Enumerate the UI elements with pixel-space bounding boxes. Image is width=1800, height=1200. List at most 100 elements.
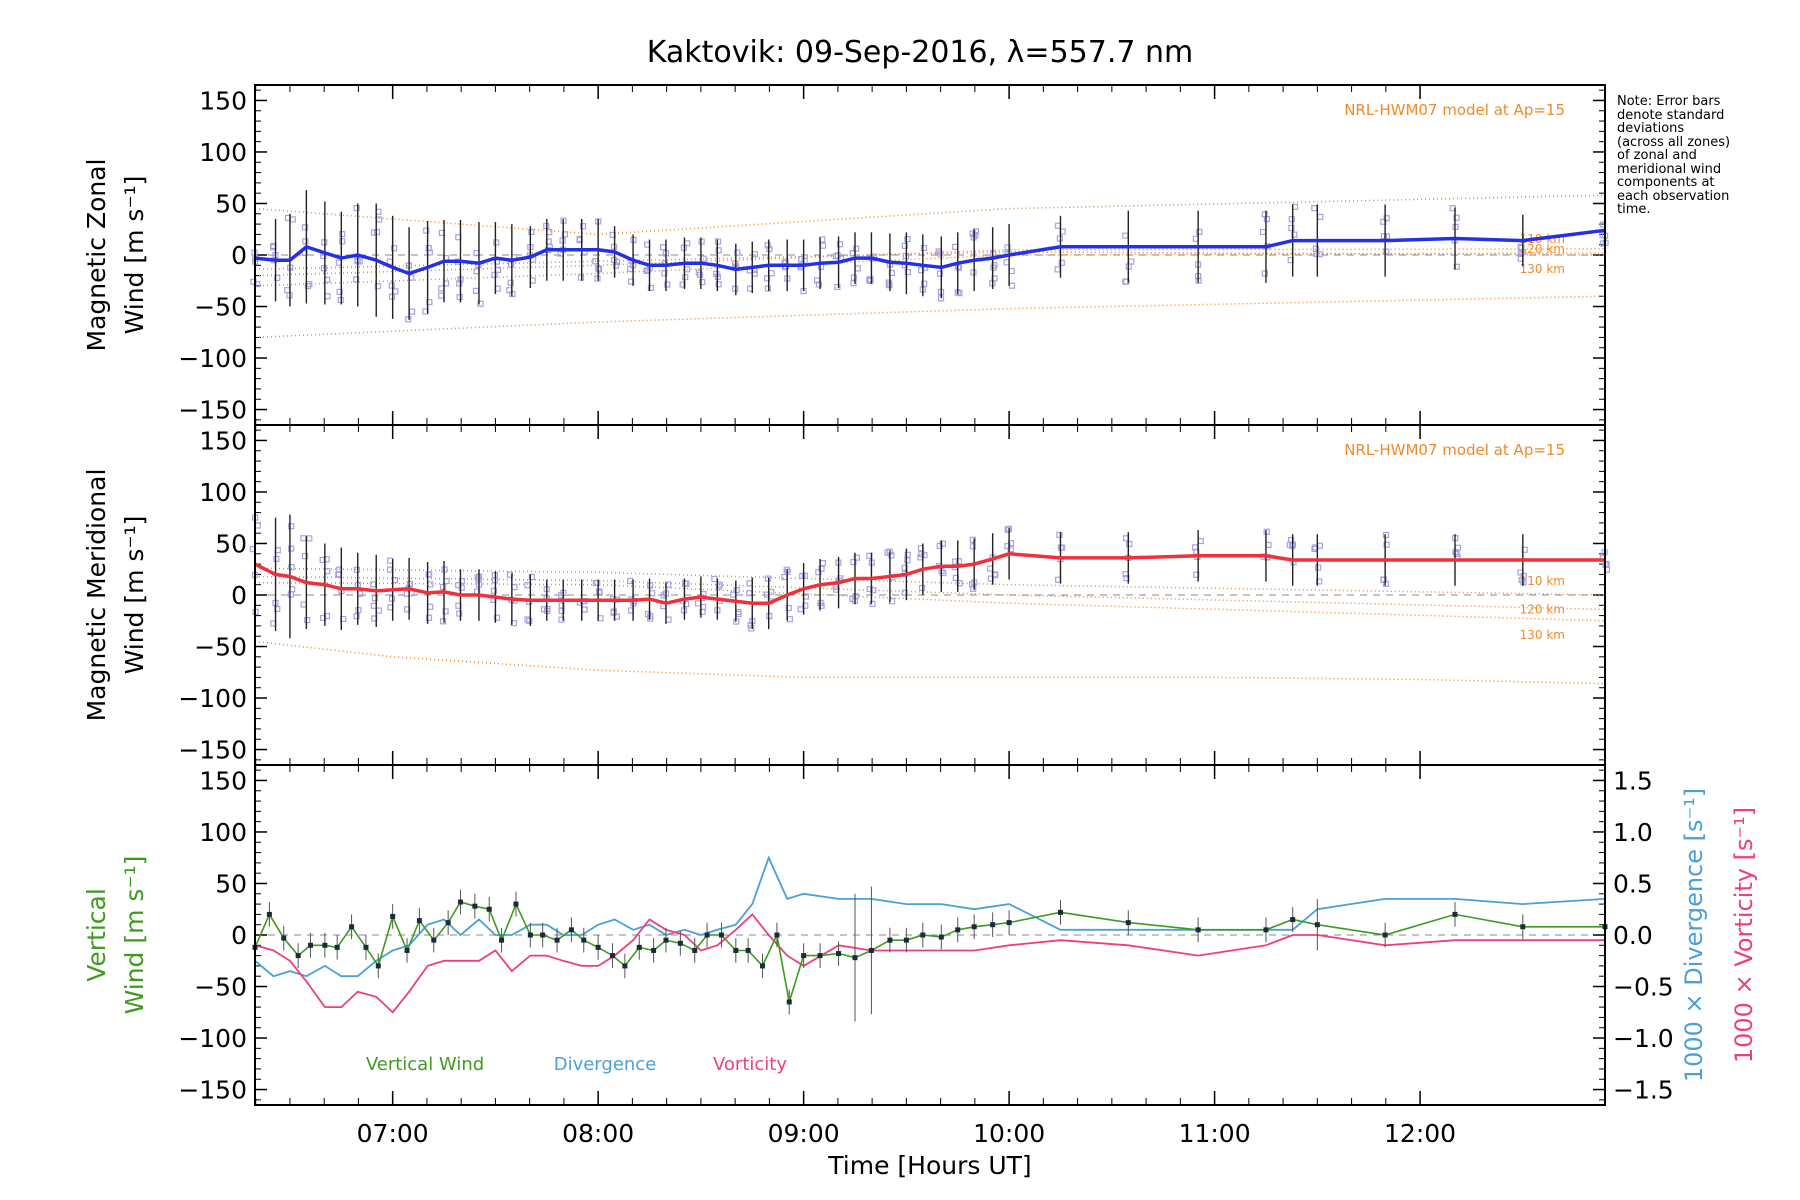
vertical-wind-point	[868, 947, 874, 953]
zone-sample-marker	[274, 274, 281, 282]
zone-sample-marker	[660, 244, 667, 251]
x-tick-label: 11:00	[1179, 1119, 1251, 1148]
zone-sample-marker	[405, 316, 412, 323]
vertical-wind-point	[704, 932, 710, 938]
zone-sample-marker	[901, 589, 908, 596]
vertical-wind-point	[760, 963, 766, 969]
zone-sample-marker	[937, 250, 944, 257]
zone-sample-marker	[274, 605, 281, 613]
zone-sample-marker	[679, 281, 686, 288]
zone-sample-marker	[711, 575, 718, 583]
y-tick-label: 100	[199, 478, 247, 507]
zone-sample-marker	[456, 610, 463, 617]
zone-sample-marker	[1311, 205, 1318, 212]
vertical-wind-point	[903, 937, 909, 943]
vertical-wind-point	[527, 932, 533, 938]
zone-sample-marker	[1288, 536, 1295, 544]
zone-sample-marker	[748, 625, 755, 632]
y-tick-label: 150	[199, 766, 247, 795]
zone-sample-marker	[682, 274, 689, 281]
zone-sample-marker	[815, 281, 823, 288]
zone-sample-marker	[304, 282, 312, 290]
zone-sample-marker	[425, 245, 432, 252]
zone-sample-marker	[375, 607, 383, 614]
zone-sample-marker	[528, 573, 535, 581]
vertical-wind-point	[887, 937, 893, 943]
zone-sample-marker	[442, 608, 449, 615]
vertical-wind-point	[745, 947, 751, 953]
zone-sample-marker	[1058, 544, 1066, 551]
zone-sample-marker	[474, 574, 481, 581]
zone-sample-marker	[1383, 215, 1390, 222]
vertical-wind-point	[1382, 932, 1388, 938]
zone-sample-marker	[373, 229, 381, 236]
y-axis-title: Magnetic Meridional Wind [m s⁻¹]	[82, 469, 149, 722]
zone-sample-marker	[952, 243, 959, 250]
zone-sample-marker	[493, 614, 501, 621]
zone-sample-marker	[1383, 541, 1390, 548]
zone-sample-marker	[1291, 231, 1298, 238]
zone-sample-marker	[595, 266, 603, 273]
zone-sample-marker	[699, 278, 706, 286]
zone-sample-marker	[1288, 216, 1295, 223]
vertical-wind-point	[651, 947, 657, 953]
zone-sample-marker	[888, 552, 895, 559]
zone-sample-marker	[353, 205, 360, 212]
zone-sample-marker	[612, 262, 620, 269]
zone-sample-marker	[853, 245, 860, 252]
zone-sample-marker	[713, 270, 720, 277]
vertical-wind-point	[852, 955, 858, 961]
zone-sample-marker	[1004, 542, 1011, 550]
meridional-wind-line	[254, 552, 1605, 605]
y-tick-label: 50	[215, 189, 247, 218]
x-tick-label: 09:00	[768, 1119, 840, 1148]
zone-sample-marker	[491, 271, 498, 278]
vertical-wind-point	[920, 932, 926, 938]
zone-sample-marker	[1315, 564, 1322, 571]
zone-sample-marker	[1263, 528, 1270, 535]
zone-sample-marker	[579, 223, 587, 230]
model-altitude-label: 130 km	[1520, 262, 1565, 276]
zone-sample-marker	[558, 616, 565, 623]
zone-sample-marker	[1056, 531, 1063, 538]
note-line: each observation	[1617, 188, 1730, 204]
zone-sample-marker	[610, 609, 617, 616]
zone-sample-marker	[439, 583, 447, 591]
panel-frame	[254, 764, 1606, 1106]
vertical-wind-point	[307, 942, 313, 948]
vertical-wind-point	[322, 942, 328, 948]
zone-sample-marker	[594, 579, 601, 587]
zone-sample-marker	[320, 265, 328, 272]
note-line: components at	[1617, 175, 1715, 190]
zone-sample-marker	[1380, 576, 1387, 583]
vertical-wind-point	[281, 935, 287, 941]
model-altitude-label: 110 km	[1520, 574, 1565, 588]
zone-sample-marker	[456, 294, 463, 301]
zone-sample-marker	[493, 239, 500, 246]
zone-sample-marker	[1259, 228, 1267, 236]
zone-sample-marker	[801, 257, 808, 264]
zone-sample-marker	[1380, 218, 1387, 225]
y2-tick-label: −1.5	[1613, 1076, 1674, 1105]
zone-sample-marker	[955, 264, 963, 271]
zone-sample-marker	[339, 230, 346, 238]
vertical-wind-point	[540, 932, 546, 938]
zone-sample-marker	[596, 589, 603, 596]
zone-sample-marker	[751, 251, 758, 258]
zone-sample-marker	[406, 580, 414, 588]
vertical-wind-point	[610, 953, 616, 959]
y-axis-title: Magnetic Zonal Wind [m s⁻¹]	[82, 159, 149, 352]
zone-sample-marker	[440, 618, 447, 625]
zone-sample-marker	[834, 283, 841, 291]
zone-sample-marker	[920, 244, 928, 252]
legend-entry: Vorticity	[713, 1054, 787, 1075]
note-line: (across all zones)	[1617, 134, 1731, 150]
zone-sample-marker	[836, 241, 844, 248]
zone-sample-marker	[301, 553, 309, 560]
note-line: Note: Error bars	[1617, 94, 1721, 109]
vertical-wind-point	[786, 999, 792, 1005]
zone-sample-marker	[665, 616, 672, 623]
model-altitude-label: 120 km	[1520, 242, 1565, 256]
zone-sample-marker	[353, 276, 360, 283]
note-line: of zonal and	[1617, 148, 1697, 163]
